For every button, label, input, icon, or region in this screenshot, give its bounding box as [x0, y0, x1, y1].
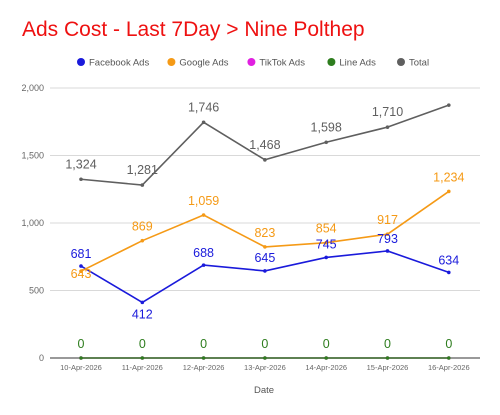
y-tick-label: 1,500 — [21, 151, 44, 161]
x-tick-label: 12-Apr-2026 — [183, 363, 225, 372]
facebook-ads-point — [140, 300, 145, 305]
line-ads-point — [79, 356, 83, 360]
facebook-ads-data-label: 412 — [132, 307, 153, 321]
facebook-ads-data-label: 681 — [71, 247, 92, 261]
legend-label: Line Ads — [339, 58, 376, 69]
series-lines — [79, 103, 451, 360]
facebook-ads-point — [79, 264, 83, 268]
google-ads-data-label: 854 — [316, 222, 337, 236]
google-ads-data-label: 1,059 — [188, 194, 219, 208]
google-ads-data-label: 869 — [132, 220, 153, 234]
total-data-label: 1,281 — [127, 163, 158, 177]
line-ads-data-label: 0 — [384, 337, 391, 351]
facebook-ads-data-label: 645 — [254, 251, 275, 265]
x-tick-label: 14-Apr-2026 — [305, 363, 347, 372]
legend-item-total[interactable]: Total — [397, 58, 429, 69]
facebook-ads-data-label: 688 — [193, 246, 214, 260]
legend-swatch — [397, 58, 405, 66]
facebook-ads-point — [263, 269, 267, 273]
google-ads-data-label: 1,234 — [433, 170, 464, 184]
chart-title: Ads Cost - Last 7Day > Nine Polthep — [22, 18, 365, 41]
x-tick-label: 11-Apr-2026 — [122, 363, 163, 372]
legend-label: TikTok Ads — [259, 58, 305, 69]
legend-item-line-ads[interactable]: Line Ads — [327, 58, 376, 69]
facebook-ads-point — [447, 270, 451, 275]
x-axis-title: Date — [254, 385, 274, 396]
total-point — [385, 125, 390, 129]
total-point — [263, 158, 267, 162]
facebook-ads-data-label: 745 — [316, 237, 337, 251]
y-tick-label: 500 — [29, 286, 44, 296]
line-ads-data-label: 0 — [445, 337, 452, 351]
facebook-ads-data-label: 793 — [377, 232, 398, 246]
legend-swatch — [327, 58, 336, 66]
line-ads-data-label: 0 — [261, 337, 268, 351]
y-tick-label: 0 — [39, 353, 44, 363]
facebook-ads-data-label: 634 — [438, 253, 459, 267]
google-ads-point — [324, 240, 329, 245]
legend-swatch — [167, 58, 176, 66]
line-ads-data-label: 0 — [78, 337, 85, 351]
legend: Facebook Ads Google Ads TikTok Ads Line Ads… — [77, 58, 429, 69]
legend-swatch — [247, 58, 256, 66]
y-tick-label: 2,000 — [21, 83, 44, 93]
total-data-label: 1,746 — [188, 100, 219, 114]
google-ads-point — [201, 213, 206, 217]
legend-item-google-ads[interactable]: Google Ads — [167, 58, 229, 69]
total-point — [324, 140, 329, 145]
legend-label: Google Ads — [179, 58, 228, 69]
google-ads-point — [263, 245, 267, 249]
data-labels: 681 412 688 645 745 793 634 643 869 1,059 823 854 91… — [65, 100, 464, 351]
total-data-label: 1,468 — [249, 138, 280, 152]
line-ads-point — [140, 356, 145, 360]
line-ads-point — [385, 356, 390, 360]
x-tick-label: 15-Apr-2026 — [367, 363, 409, 372]
legend-item-tiktok-ads[interactable]: TikTok Ads — [247, 58, 305, 69]
y-tick-label: 1,000 — [21, 218, 44, 228]
line-ads-data-label: 0 — [200, 337, 207, 351]
total-point — [201, 120, 206, 125]
total-data-label: 1,324 — [65, 157, 96, 171]
x-tick-label: 10-Apr-2026 — [60, 363, 102, 372]
total-point — [140, 183, 145, 187]
line-ads-point — [447, 356, 451, 360]
google-ads-point — [447, 189, 451, 194]
line-ads-data-label: 0 — [323, 337, 330, 351]
x-tick-label: 16-Apr-2026 — [428, 363, 470, 372]
google-ads-data-label: 823 — [254, 226, 275, 240]
google-ads-point — [79, 269, 83, 273]
facebook-ads-point — [385, 249, 390, 253]
legend-label: Facebook Ads — [89, 58, 149, 69]
google-ads-data-label: 643 — [71, 267, 92, 281]
legend-item-facebook-ads[interactable]: Facebook Ads — [77, 58, 149, 69]
google-ads-point — [140, 238, 145, 243]
google-ads-point — [385, 232, 390, 237]
total-data-label: 1,710 — [372, 105, 403, 119]
line-ads-data-label: 0 — [139, 337, 146, 351]
line-ads-point — [201, 356, 206, 360]
total-point — [447, 103, 451, 107]
legend-swatch — [77, 58, 85, 66]
x-tick-label: 13-Apr-2026 — [244, 363, 286, 372]
total-point — [79, 177, 83, 182]
facebook-ads-point — [201, 263, 206, 267]
line-ads-point — [263, 356, 267, 360]
total-data-label: 1,598 — [311, 120, 342, 134]
axes: 0 500 1,000 1,500 2,000 10-Apr-2026 11-Apr-202… — [21, 83, 480, 372]
line-ads-point — [324, 356, 329, 360]
legend-label: Total — [409, 58, 429, 69]
facebook-ads-point — [324, 255, 329, 260]
google-ads-data-label: 917 — [377, 213, 398, 227]
